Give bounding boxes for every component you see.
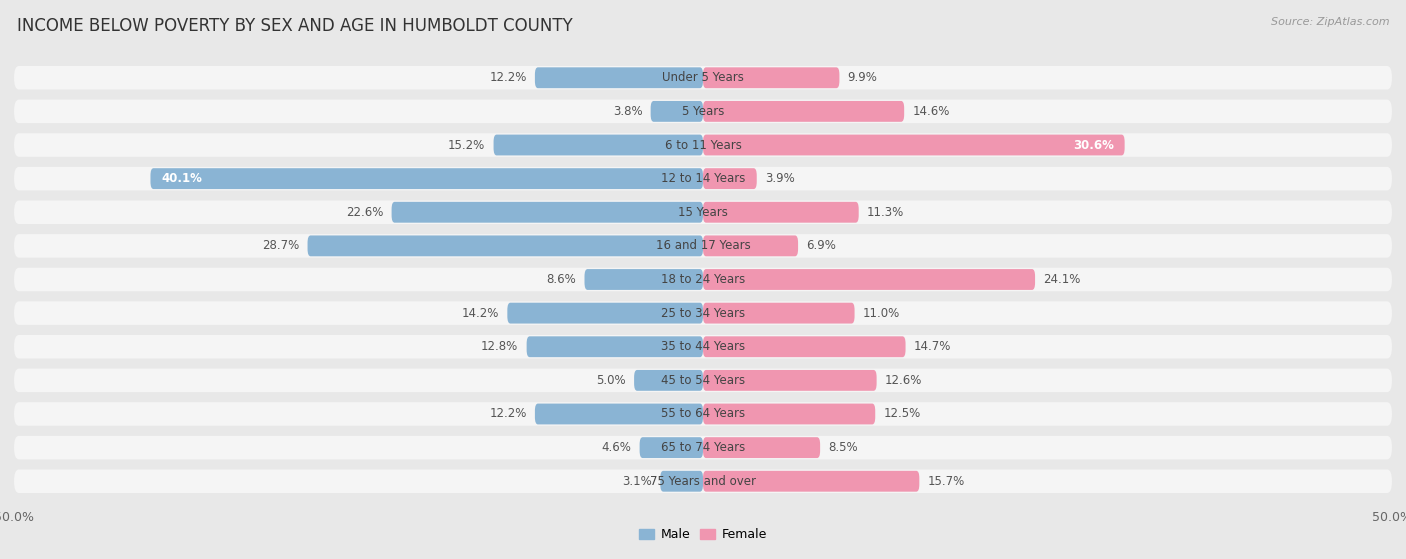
FancyBboxPatch shape bbox=[14, 100, 1392, 123]
Text: 5.0%: 5.0% bbox=[596, 374, 626, 387]
Text: 14.6%: 14.6% bbox=[912, 105, 950, 118]
Text: 4.6%: 4.6% bbox=[602, 441, 631, 454]
Text: 8.5%: 8.5% bbox=[828, 441, 858, 454]
Text: 55 to 64 Years: 55 to 64 Years bbox=[661, 408, 745, 420]
Legend: Male, Female: Male, Female bbox=[634, 523, 772, 546]
FancyBboxPatch shape bbox=[703, 67, 839, 88]
Text: 25 to 34 Years: 25 to 34 Years bbox=[661, 307, 745, 320]
Text: 6.9%: 6.9% bbox=[807, 239, 837, 252]
Text: 45 to 54 Years: 45 to 54 Years bbox=[661, 374, 745, 387]
Text: 11.0%: 11.0% bbox=[863, 307, 900, 320]
Text: 11.3%: 11.3% bbox=[868, 206, 904, 219]
Text: 15.7%: 15.7% bbox=[928, 475, 965, 488]
FancyBboxPatch shape bbox=[703, 303, 855, 324]
FancyBboxPatch shape bbox=[703, 337, 905, 357]
FancyBboxPatch shape bbox=[527, 337, 703, 357]
FancyBboxPatch shape bbox=[14, 66, 1392, 89]
Text: Under 5 Years: Under 5 Years bbox=[662, 71, 744, 84]
FancyBboxPatch shape bbox=[14, 301, 1392, 325]
FancyBboxPatch shape bbox=[661, 471, 703, 492]
Text: 5 Years: 5 Years bbox=[682, 105, 724, 118]
Text: 12.2%: 12.2% bbox=[489, 408, 527, 420]
Text: 3.9%: 3.9% bbox=[765, 172, 794, 185]
Text: 28.7%: 28.7% bbox=[262, 239, 299, 252]
Text: 65 to 74 Years: 65 to 74 Years bbox=[661, 441, 745, 454]
Text: 14.2%: 14.2% bbox=[461, 307, 499, 320]
FancyBboxPatch shape bbox=[14, 234, 1392, 258]
FancyBboxPatch shape bbox=[703, 404, 875, 424]
FancyBboxPatch shape bbox=[703, 202, 859, 222]
Text: 14.7%: 14.7% bbox=[914, 340, 952, 353]
FancyBboxPatch shape bbox=[14, 436, 1392, 459]
Text: 24.1%: 24.1% bbox=[1043, 273, 1081, 286]
Text: 12 to 14 Years: 12 to 14 Years bbox=[661, 172, 745, 185]
FancyBboxPatch shape bbox=[703, 269, 1035, 290]
Text: 30.6%: 30.6% bbox=[1073, 139, 1114, 151]
FancyBboxPatch shape bbox=[308, 235, 703, 256]
Text: 18 to 24 Years: 18 to 24 Years bbox=[661, 273, 745, 286]
FancyBboxPatch shape bbox=[703, 235, 799, 256]
FancyBboxPatch shape bbox=[14, 402, 1392, 426]
Text: Source: ZipAtlas.com: Source: ZipAtlas.com bbox=[1271, 17, 1389, 27]
FancyBboxPatch shape bbox=[508, 303, 703, 324]
Text: 22.6%: 22.6% bbox=[346, 206, 384, 219]
FancyBboxPatch shape bbox=[651, 101, 703, 122]
Text: 8.6%: 8.6% bbox=[547, 273, 576, 286]
FancyBboxPatch shape bbox=[703, 437, 820, 458]
Text: 12.6%: 12.6% bbox=[884, 374, 922, 387]
Text: 12.8%: 12.8% bbox=[481, 340, 519, 353]
FancyBboxPatch shape bbox=[703, 168, 756, 189]
FancyBboxPatch shape bbox=[494, 135, 703, 155]
FancyBboxPatch shape bbox=[14, 201, 1392, 224]
FancyBboxPatch shape bbox=[703, 471, 920, 492]
FancyBboxPatch shape bbox=[703, 370, 876, 391]
Text: 12.2%: 12.2% bbox=[489, 71, 527, 84]
FancyBboxPatch shape bbox=[534, 404, 703, 424]
Text: 12.5%: 12.5% bbox=[883, 408, 921, 420]
FancyBboxPatch shape bbox=[640, 437, 703, 458]
FancyBboxPatch shape bbox=[703, 135, 1125, 155]
FancyBboxPatch shape bbox=[150, 168, 703, 189]
Text: 16 and 17 Years: 16 and 17 Years bbox=[655, 239, 751, 252]
FancyBboxPatch shape bbox=[14, 368, 1392, 392]
FancyBboxPatch shape bbox=[534, 67, 703, 88]
FancyBboxPatch shape bbox=[634, 370, 703, 391]
Text: 9.9%: 9.9% bbox=[848, 71, 877, 84]
FancyBboxPatch shape bbox=[14, 133, 1392, 157]
FancyBboxPatch shape bbox=[703, 101, 904, 122]
FancyBboxPatch shape bbox=[14, 167, 1392, 191]
Text: 6 to 11 Years: 6 to 11 Years bbox=[665, 139, 741, 151]
Text: 15.2%: 15.2% bbox=[449, 139, 485, 151]
FancyBboxPatch shape bbox=[14, 335, 1392, 358]
Text: 3.1%: 3.1% bbox=[623, 475, 652, 488]
Text: 40.1%: 40.1% bbox=[162, 172, 202, 185]
FancyBboxPatch shape bbox=[392, 202, 703, 222]
Text: 75 Years and over: 75 Years and over bbox=[650, 475, 756, 488]
FancyBboxPatch shape bbox=[14, 268, 1392, 291]
Text: 15 Years: 15 Years bbox=[678, 206, 728, 219]
FancyBboxPatch shape bbox=[14, 470, 1392, 493]
Text: 3.8%: 3.8% bbox=[613, 105, 643, 118]
Text: INCOME BELOW POVERTY BY SEX AND AGE IN HUMBOLDT COUNTY: INCOME BELOW POVERTY BY SEX AND AGE IN H… bbox=[17, 17, 572, 35]
Text: 35 to 44 Years: 35 to 44 Years bbox=[661, 340, 745, 353]
FancyBboxPatch shape bbox=[585, 269, 703, 290]
